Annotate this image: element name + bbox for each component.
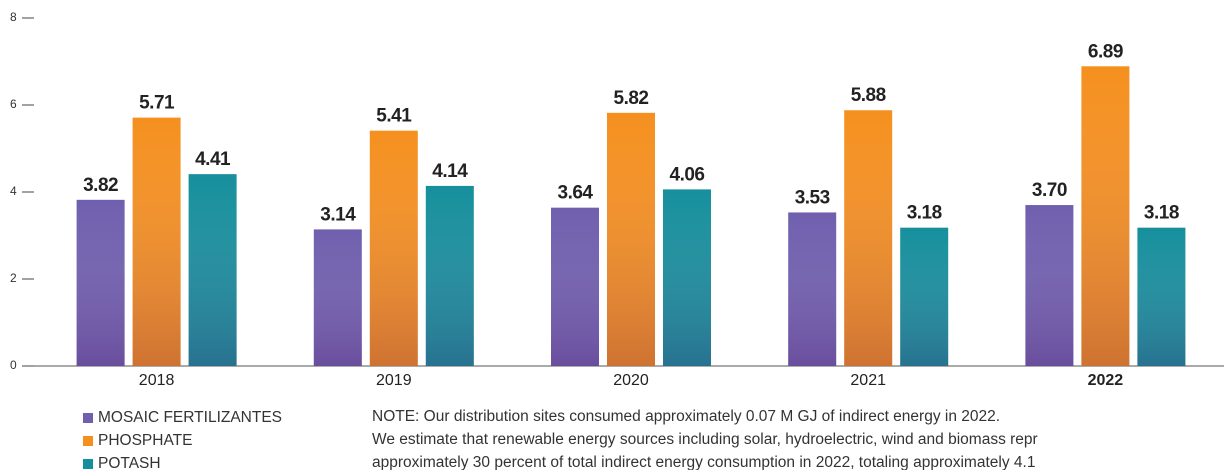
note-line: NOTE: Our distribution sites consumed ap… <box>372 408 1000 425</box>
legend-label: MOSAIC FERTILIZANTES <box>98 409 282 426</box>
value-label: 3.14 <box>320 204 356 225</box>
bar <box>1081 66 1130 366</box>
y-tick-label: 2 <box>10 271 17 285</box>
bar <box>844 110 893 366</box>
bar <box>188 174 237 366</box>
value-label: 3.82 <box>83 175 118 196</box>
x-tick-label: 2020 <box>613 372 649 389</box>
y-tick-label: 0 <box>10 358 17 372</box>
legend-swatch <box>83 459 93 469</box>
legend-swatch <box>83 436 93 446</box>
note-line: approximately 30 percent of total indire… <box>372 454 1035 470</box>
note-line: We estimate that renewable energy source… <box>372 431 1038 448</box>
bar <box>788 212 837 366</box>
x-tick-label: 2019 <box>376 372 412 389</box>
bar <box>1025 205 1074 366</box>
value-label: 5.41 <box>376 106 412 127</box>
value-label: 5.71 <box>139 93 175 114</box>
bar <box>1137 227 1186 366</box>
bar <box>663 189 711 366</box>
legend-label: POTASH <box>98 455 161 470</box>
value-label: 3.18 <box>907 203 942 224</box>
bar <box>551 207 599 366</box>
value-label: 4.41 <box>195 149 231 170</box>
legend-label: PHOSPHATE <box>98 432 192 449</box>
value-label: 4.14 <box>432 161 468 182</box>
x-tick-label: 2022 <box>1088 372 1124 389</box>
x-tick-label: 2018 <box>139 372 175 389</box>
bar <box>369 130 418 366</box>
value-label: 5.82 <box>614 88 649 109</box>
bar <box>132 117 181 367</box>
value-label: 3.70 <box>1032 180 1067 201</box>
x-tick-label: 2021 <box>850 372 886 389</box>
bar <box>76 199 125 366</box>
bar <box>425 185 474 366</box>
value-label: 3.18 <box>1144 203 1179 224</box>
legend-swatch <box>83 413 93 423</box>
bar <box>607 112 655 366</box>
y-tick-label: 4 <box>10 184 17 198</box>
y-tick-label: 8 <box>10 10 17 24</box>
y-tick-label: 6 <box>10 97 17 111</box>
value-label: 4.06 <box>670 164 705 185</box>
value-label: 6.89 <box>1088 41 1123 62</box>
value-label: 3.64 <box>558 183 594 204</box>
value-label: 3.53 <box>795 187 830 208</box>
bar <box>313 229 362 366</box>
bar <box>900 227 949 366</box>
value-label: 5.88 <box>851 85 886 106</box>
